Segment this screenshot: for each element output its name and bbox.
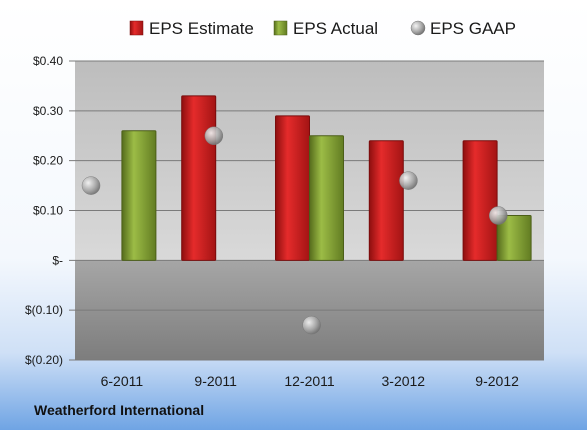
legend-label: EPS Estimate <box>149 19 254 38</box>
x-tick-label: 9-2012 <box>475 373 519 389</box>
company-name: Weatherford International <box>34 402 205 418</box>
y-tick-label: $(0.20) <box>25 353 63 367</box>
eps-estimate-bar <box>462 140 498 261</box>
y-tick-label: $(0.10) <box>25 303 63 317</box>
eps-actual-bar <box>309 135 344 261</box>
x-tick-label: 12-2011 <box>284 373 335 389</box>
eps-gaap-marker <box>302 315 321 335</box>
x-tick-label: 9-2011 <box>194 373 237 389</box>
y-tick-label: $0.20 <box>33 154 63 168</box>
eps-estimate-bar <box>181 95 217 261</box>
eps-actual-bar <box>121 130 157 261</box>
eps-estimate-bar <box>275 115 310 261</box>
eps-gaap-marker <box>399 171 418 190</box>
eps-actual-bar <box>496 214 532 261</box>
y-tick-label: $0.10 <box>33 204 63 218</box>
y-tick-label: $0.30 <box>33 104 63 118</box>
legend-gaap-swatch <box>410 20 426 36</box>
legend-estimate-swatch <box>129 20 144 36</box>
y-tick-label: $- <box>52 253 63 267</box>
legend-label: EPS GAAP <box>430 19 516 38</box>
eps-gaap-marker <box>81 176 101 195</box>
legend-actual-swatch <box>273 20 288 36</box>
legend-label: EPS Actual <box>293 19 378 38</box>
x-tick-label: 3-2012 <box>382 373 426 389</box>
x-tick-label: 6-2011 <box>101 373 144 389</box>
y-tick-label: $0.40 <box>33 54 63 68</box>
eps-gaap-marker <box>488 206 508 225</box>
eps-estimate-bar <box>368 140 404 261</box>
eps-gaap-marker <box>204 126 224 145</box>
